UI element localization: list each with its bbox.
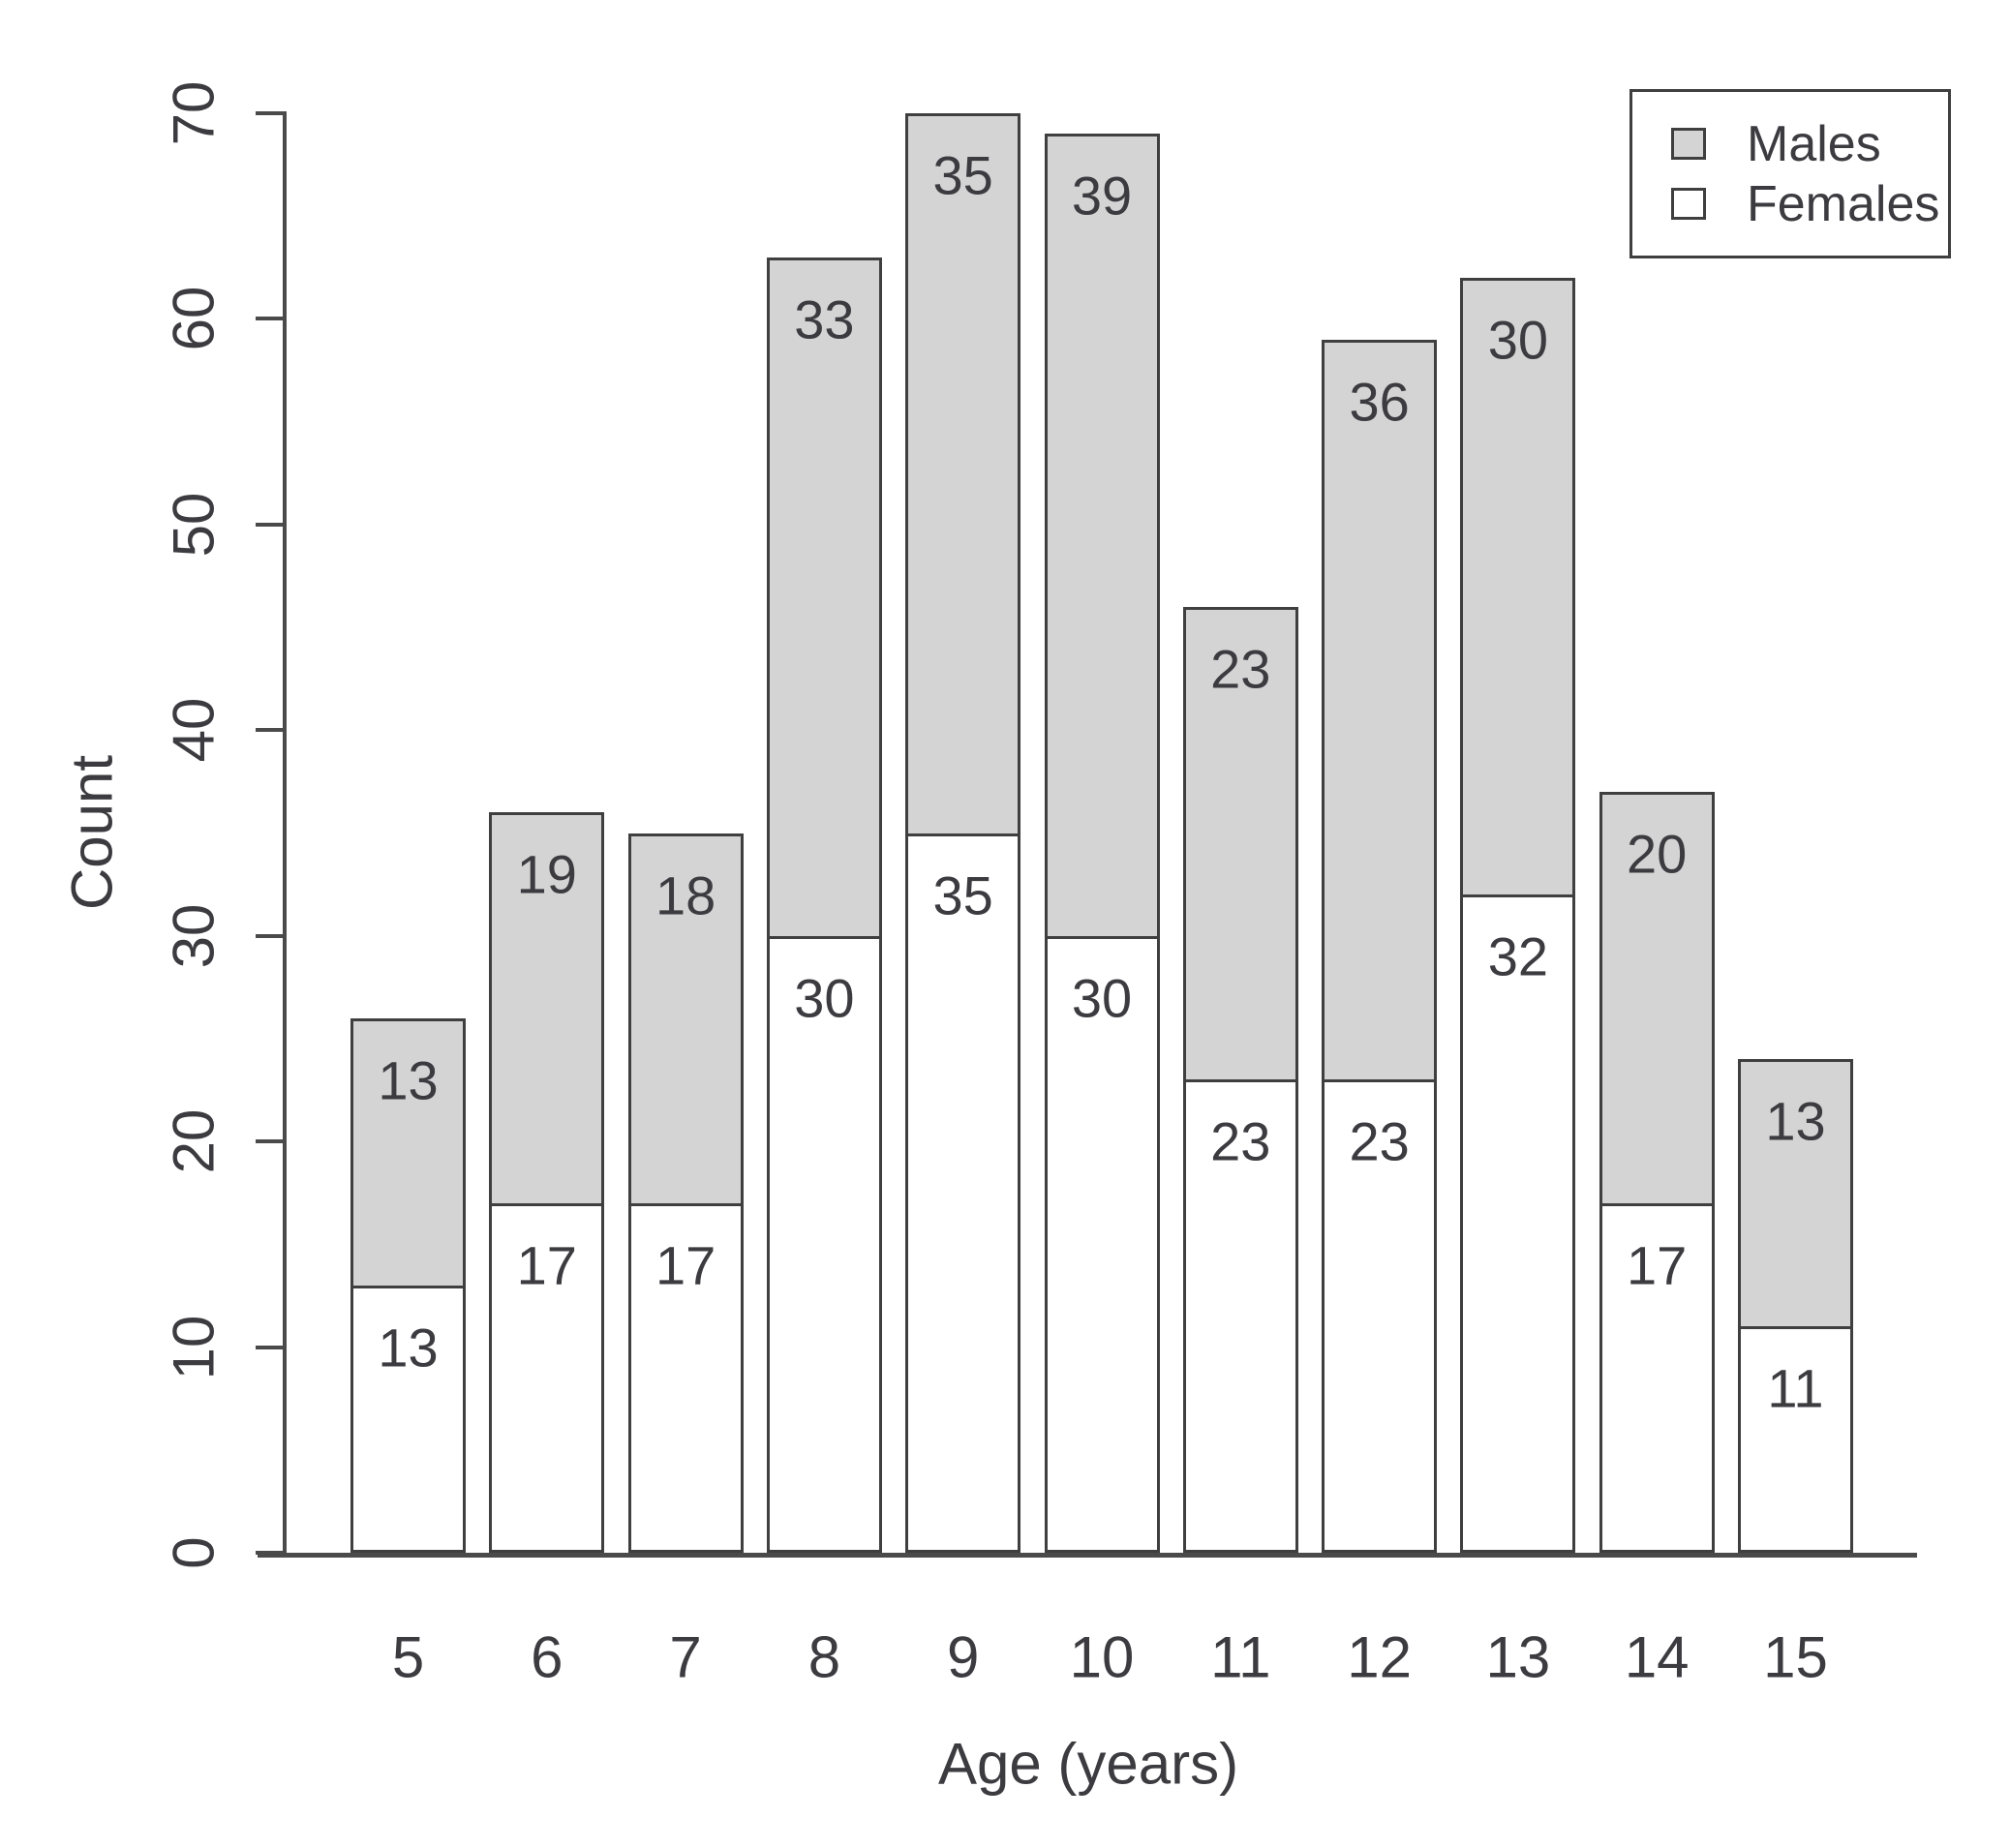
bar-females-segment-age-6 xyxy=(489,1202,605,1553)
males-value-label-age-9: 35 xyxy=(932,144,993,206)
bar-males-segment-age-7 xyxy=(627,833,744,1206)
legend-item-females: Females xyxy=(1671,179,1948,229)
females-value-label-age-5: 13 xyxy=(378,1317,439,1378)
females-value-label-age-10: 30 xyxy=(1071,967,1133,1029)
bar-females-segment-age-15 xyxy=(1738,1326,1853,1553)
bar-males-segment-age-15 xyxy=(1738,1059,1853,1330)
females-value-label-age-11: 23 xyxy=(1210,1110,1271,1172)
females-swatch-icon xyxy=(1671,188,1706,220)
females-value-label-age-13: 32 xyxy=(1487,925,1549,987)
males-value-label-age-13: 30 xyxy=(1487,309,1549,371)
males-value-label-age-5: 13 xyxy=(378,1049,439,1111)
x-tick-label-age-15: 15 xyxy=(1763,1624,1828,1690)
x-tick-label-age-8: 8 xyxy=(807,1624,841,1690)
bar-females-segment-age-11 xyxy=(1182,1079,1298,1553)
y-tick xyxy=(256,1551,283,1555)
x-tick-label-age-5: 5 xyxy=(391,1624,425,1690)
bar-males-segment-age-11 xyxy=(1182,606,1298,1083)
bar-males-segment-age-13 xyxy=(1460,277,1576,898)
y-tick-label: 10 xyxy=(161,1315,227,1379)
x-tick-label-age-10: 10 xyxy=(1069,1624,1135,1690)
bar-females-segment-age-7 xyxy=(627,1202,744,1553)
males-value-label-age-12: 36 xyxy=(1349,371,1410,433)
x-tick-label-age-7: 7 xyxy=(669,1624,702,1690)
females-value-label-age-12: 23 xyxy=(1349,1110,1410,1172)
y-tick xyxy=(256,111,283,115)
y-tick xyxy=(256,317,283,321)
males-value-label-age-8: 33 xyxy=(794,288,855,350)
bar-males-segment-age-8 xyxy=(766,257,882,939)
y-tick-label: 70 xyxy=(161,80,227,146)
males-value-label-age-6: 19 xyxy=(516,843,577,905)
x-tick-label-age-14: 14 xyxy=(1624,1624,1690,1690)
x-tick-label-age-6: 6 xyxy=(531,1624,563,1690)
y-tick-label: 20 xyxy=(161,1108,227,1174)
x-tick-label-age-12: 12 xyxy=(1347,1624,1412,1690)
males-swatch-icon xyxy=(1671,128,1706,160)
x-axis-title: Age (years) xyxy=(937,1731,1239,1797)
y-tick xyxy=(256,933,283,938)
bar-males-segment-age-6 xyxy=(489,812,605,1206)
bar-males-segment-age-12 xyxy=(1322,339,1438,1083)
males-value-label-age-10: 39 xyxy=(1071,165,1133,227)
y-tick xyxy=(256,1139,283,1144)
bar-females-segment-age-14 xyxy=(1599,1202,1715,1553)
bar-males-segment-age-9 xyxy=(905,113,1021,836)
males-value-label-age-14: 20 xyxy=(1627,823,1688,885)
females-value-label-age-15: 11 xyxy=(1767,1357,1824,1419)
y-axis-line xyxy=(283,111,287,1553)
y-tick-label: 50 xyxy=(161,492,227,558)
x-tick-label-age-13: 13 xyxy=(1485,1624,1551,1690)
bar-females-segment-age-12 xyxy=(1322,1079,1438,1553)
males-value-label-age-7: 18 xyxy=(655,864,716,925)
males-value-label-age-15: 13 xyxy=(1765,1090,1826,1152)
bar-females-segment-age-5 xyxy=(350,1285,466,1553)
males-value-label-age-11: 23 xyxy=(1210,638,1271,700)
y-tick xyxy=(256,1345,283,1349)
females-value-label-age-8: 30 xyxy=(794,967,855,1029)
y-tick-label: 60 xyxy=(161,287,227,351)
females-value-label-age-9: 35 xyxy=(932,864,993,925)
x-tick-label-age-9: 9 xyxy=(947,1624,980,1690)
bar-males-segment-age-5 xyxy=(350,1017,466,1288)
females-value-label-age-14: 17 xyxy=(1627,1234,1688,1296)
x-tick-label-age-11: 11 xyxy=(1210,1624,1271,1690)
y-axis-title: Count xyxy=(59,754,125,911)
bar-females-segment-age-8 xyxy=(766,935,882,1553)
y-tick-label: 0 xyxy=(161,1536,227,1569)
bar-males-segment-age-10 xyxy=(1044,134,1160,939)
x-axis-line xyxy=(258,1553,1917,1558)
legend: Males Females xyxy=(1629,89,1951,258)
y-tick-label: 40 xyxy=(161,697,227,763)
bar-females-segment-age-9 xyxy=(905,833,1021,1553)
legend-label-males: Males xyxy=(1747,115,1881,172)
y-tick xyxy=(256,728,283,733)
females-value-label-age-7: 17 xyxy=(655,1234,716,1296)
bar-females-segment-age-13 xyxy=(1460,894,1576,1553)
y-tick-label: 30 xyxy=(161,903,227,969)
bar-males-segment-age-14 xyxy=(1599,792,1715,1206)
females-value-label-age-6: 17 xyxy=(516,1234,577,1296)
legend-item-males: Males xyxy=(1671,119,1948,169)
y-tick xyxy=(256,522,283,527)
legend-label-females: Females xyxy=(1747,175,1940,232)
